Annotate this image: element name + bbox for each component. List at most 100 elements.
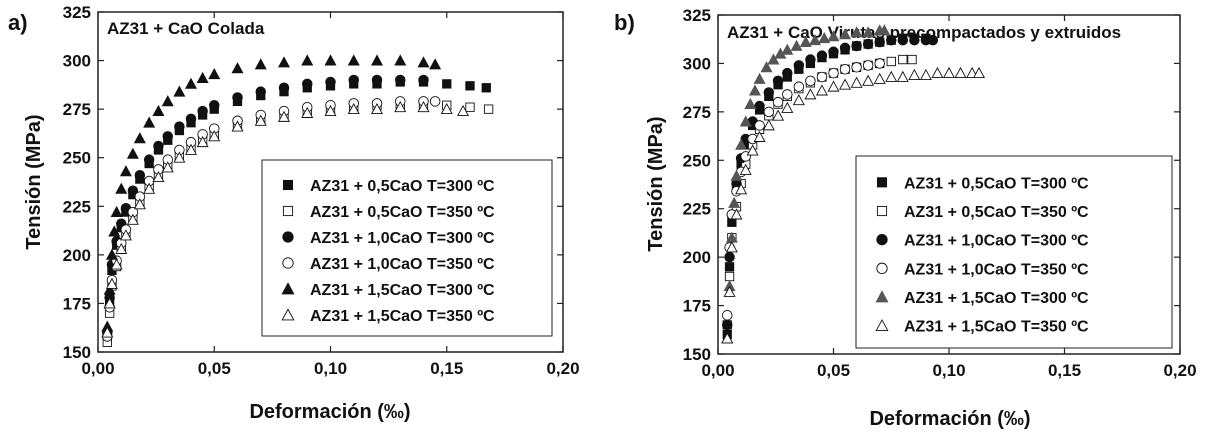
data-point — [908, 68, 921, 80]
y-tick-label: 275 — [63, 100, 91, 119]
data-point — [277, 56, 291, 68]
x-tick-label: 0,15 — [1048, 361, 1081, 380]
data-point — [772, 75, 784, 87]
data-point — [119, 229, 132, 241]
data-point — [173, 151, 186, 163]
data-point — [804, 88, 817, 100]
data-point — [301, 54, 314, 66]
data-point — [754, 100, 765, 112]
panel-letter: b) — [614, 10, 635, 35]
x-tick-label: 0,15 — [430, 359, 463, 378]
x-tick-label: 0,00 — [701, 361, 734, 380]
data-point — [874, 36, 885, 48]
legend-marker — [876, 205, 888, 217]
data-point — [885, 70, 898, 82]
y-tick-label: 150 — [63, 343, 91, 362]
data-point — [481, 83, 491, 93]
data-point — [208, 130, 221, 142]
chart-panel-b: b) 150 175 200 225 250 275 300 325 0,00 0,05 0,10 0,… — [614, 6, 1197, 430]
legend-label: AZ31 + 1,0CaO T=300 ºC — [310, 230, 495, 247]
data-point — [781, 43, 794, 55]
series-6 — [721, 66, 986, 344]
legend-marker — [876, 234, 888, 246]
y-tick-label: 325 — [63, 3, 91, 22]
legend-label: AZ31 + 1,5CaO T=350 ºC — [310, 308, 495, 325]
data-point — [161, 95, 174, 107]
data-point — [231, 62, 244, 74]
data-point — [347, 54, 360, 66]
y-tick-label: 250 — [63, 149, 91, 168]
data-point — [348, 74, 360, 86]
panel-letter: a) — [8, 10, 28, 35]
data-point — [725, 241, 738, 253]
y-tick-label: 225 — [63, 197, 91, 216]
data-point — [793, 60, 805, 71]
data-point — [174, 121, 185, 132]
legend-label: AZ31 + 0,5CaO T=350 ºC — [310, 204, 495, 221]
data-point — [465, 81, 475, 91]
data-point — [185, 113, 197, 125]
data-point — [754, 120, 765, 131]
data-point — [762, 119, 775, 131]
data-point — [254, 114, 267, 126]
legend-label: AZ31 + 1,5CaO T=300 ºC — [310, 282, 495, 299]
data-point — [724, 271, 735, 282]
data-point — [954, 66, 967, 79]
data-point — [254, 58, 267, 70]
data-point — [127, 185, 139, 196]
y-tick-label: 300 — [63, 52, 91, 71]
data-point — [931, 66, 944, 79]
data-point — [173, 85, 186, 97]
data-point — [898, 54, 908, 65]
data-point — [748, 84, 761, 96]
data-point — [370, 54, 384, 66]
y-axis-label: Tensión (MPa) — [645, 116, 667, 251]
y-tick-label: 200 — [683, 248, 711, 267]
data-point — [919, 68, 932, 80]
data-point — [735, 138, 748, 150]
data-point — [370, 102, 384, 115]
x-tick-label: 0,10 — [314, 359, 347, 378]
data-point — [790, 39, 803, 51]
data-point — [782, 67, 793, 79]
data-point — [827, 30, 840, 42]
legend-marker — [282, 231, 294, 243]
data-point — [728, 196, 741, 208]
data-point — [394, 101, 407, 113]
legend-marker — [875, 318, 889, 332]
data-point — [161, 161, 174, 173]
data-point — [429, 96, 441, 107]
data-point — [126, 213, 139, 225]
x-tick-label: 0,00 — [81, 359, 114, 378]
data-point — [347, 102, 360, 115]
data-point — [827, 80, 840, 92]
data-point — [105, 248, 118, 260]
data-point — [152, 170, 165, 183]
legend-label: AZ31 + 1,5CaO T=300 ºC — [904, 290, 1089, 307]
data-point — [184, 77, 198, 89]
data-point — [153, 140, 164, 152]
data-point — [730, 169, 743, 181]
data-point — [816, 71, 828, 83]
x-tick-label: 0,05 — [198, 359, 231, 378]
data-point — [896, 70, 909, 82]
x-tick-label: 0,20 — [546, 359, 579, 378]
x-tick-label: 0,10 — [932, 361, 965, 380]
y-tick-label: 150 — [683, 345, 711, 364]
y-axis-label: Tensión (MPa) — [23, 114, 45, 249]
data-point — [115, 242, 128, 254]
legend-marker — [282, 179, 294, 191]
legend: AZ31 + 0,5CaO T=300 ºC AZ31 + 0,5CaO T=35… — [855, 155, 1173, 349]
data-point — [909, 34, 920, 46]
data-point — [805, 54, 816, 65]
x-tick-label: 0,20 — [1163, 361, 1196, 380]
chart-panel-a: a) 150 175 200 225 250 275 300 325 0,00 0,05 0,10 0,… — [8, 3, 580, 423]
data-point — [110, 258, 123, 270]
data-point — [724, 262, 735, 272]
data-point — [862, 38, 874, 50]
legend-marker — [282, 257, 294, 269]
data-point — [781, 101, 794, 113]
data-point — [792, 94, 805, 106]
y-tick-label: 300 — [683, 54, 711, 73]
y-tick-label: 175 — [63, 294, 91, 313]
